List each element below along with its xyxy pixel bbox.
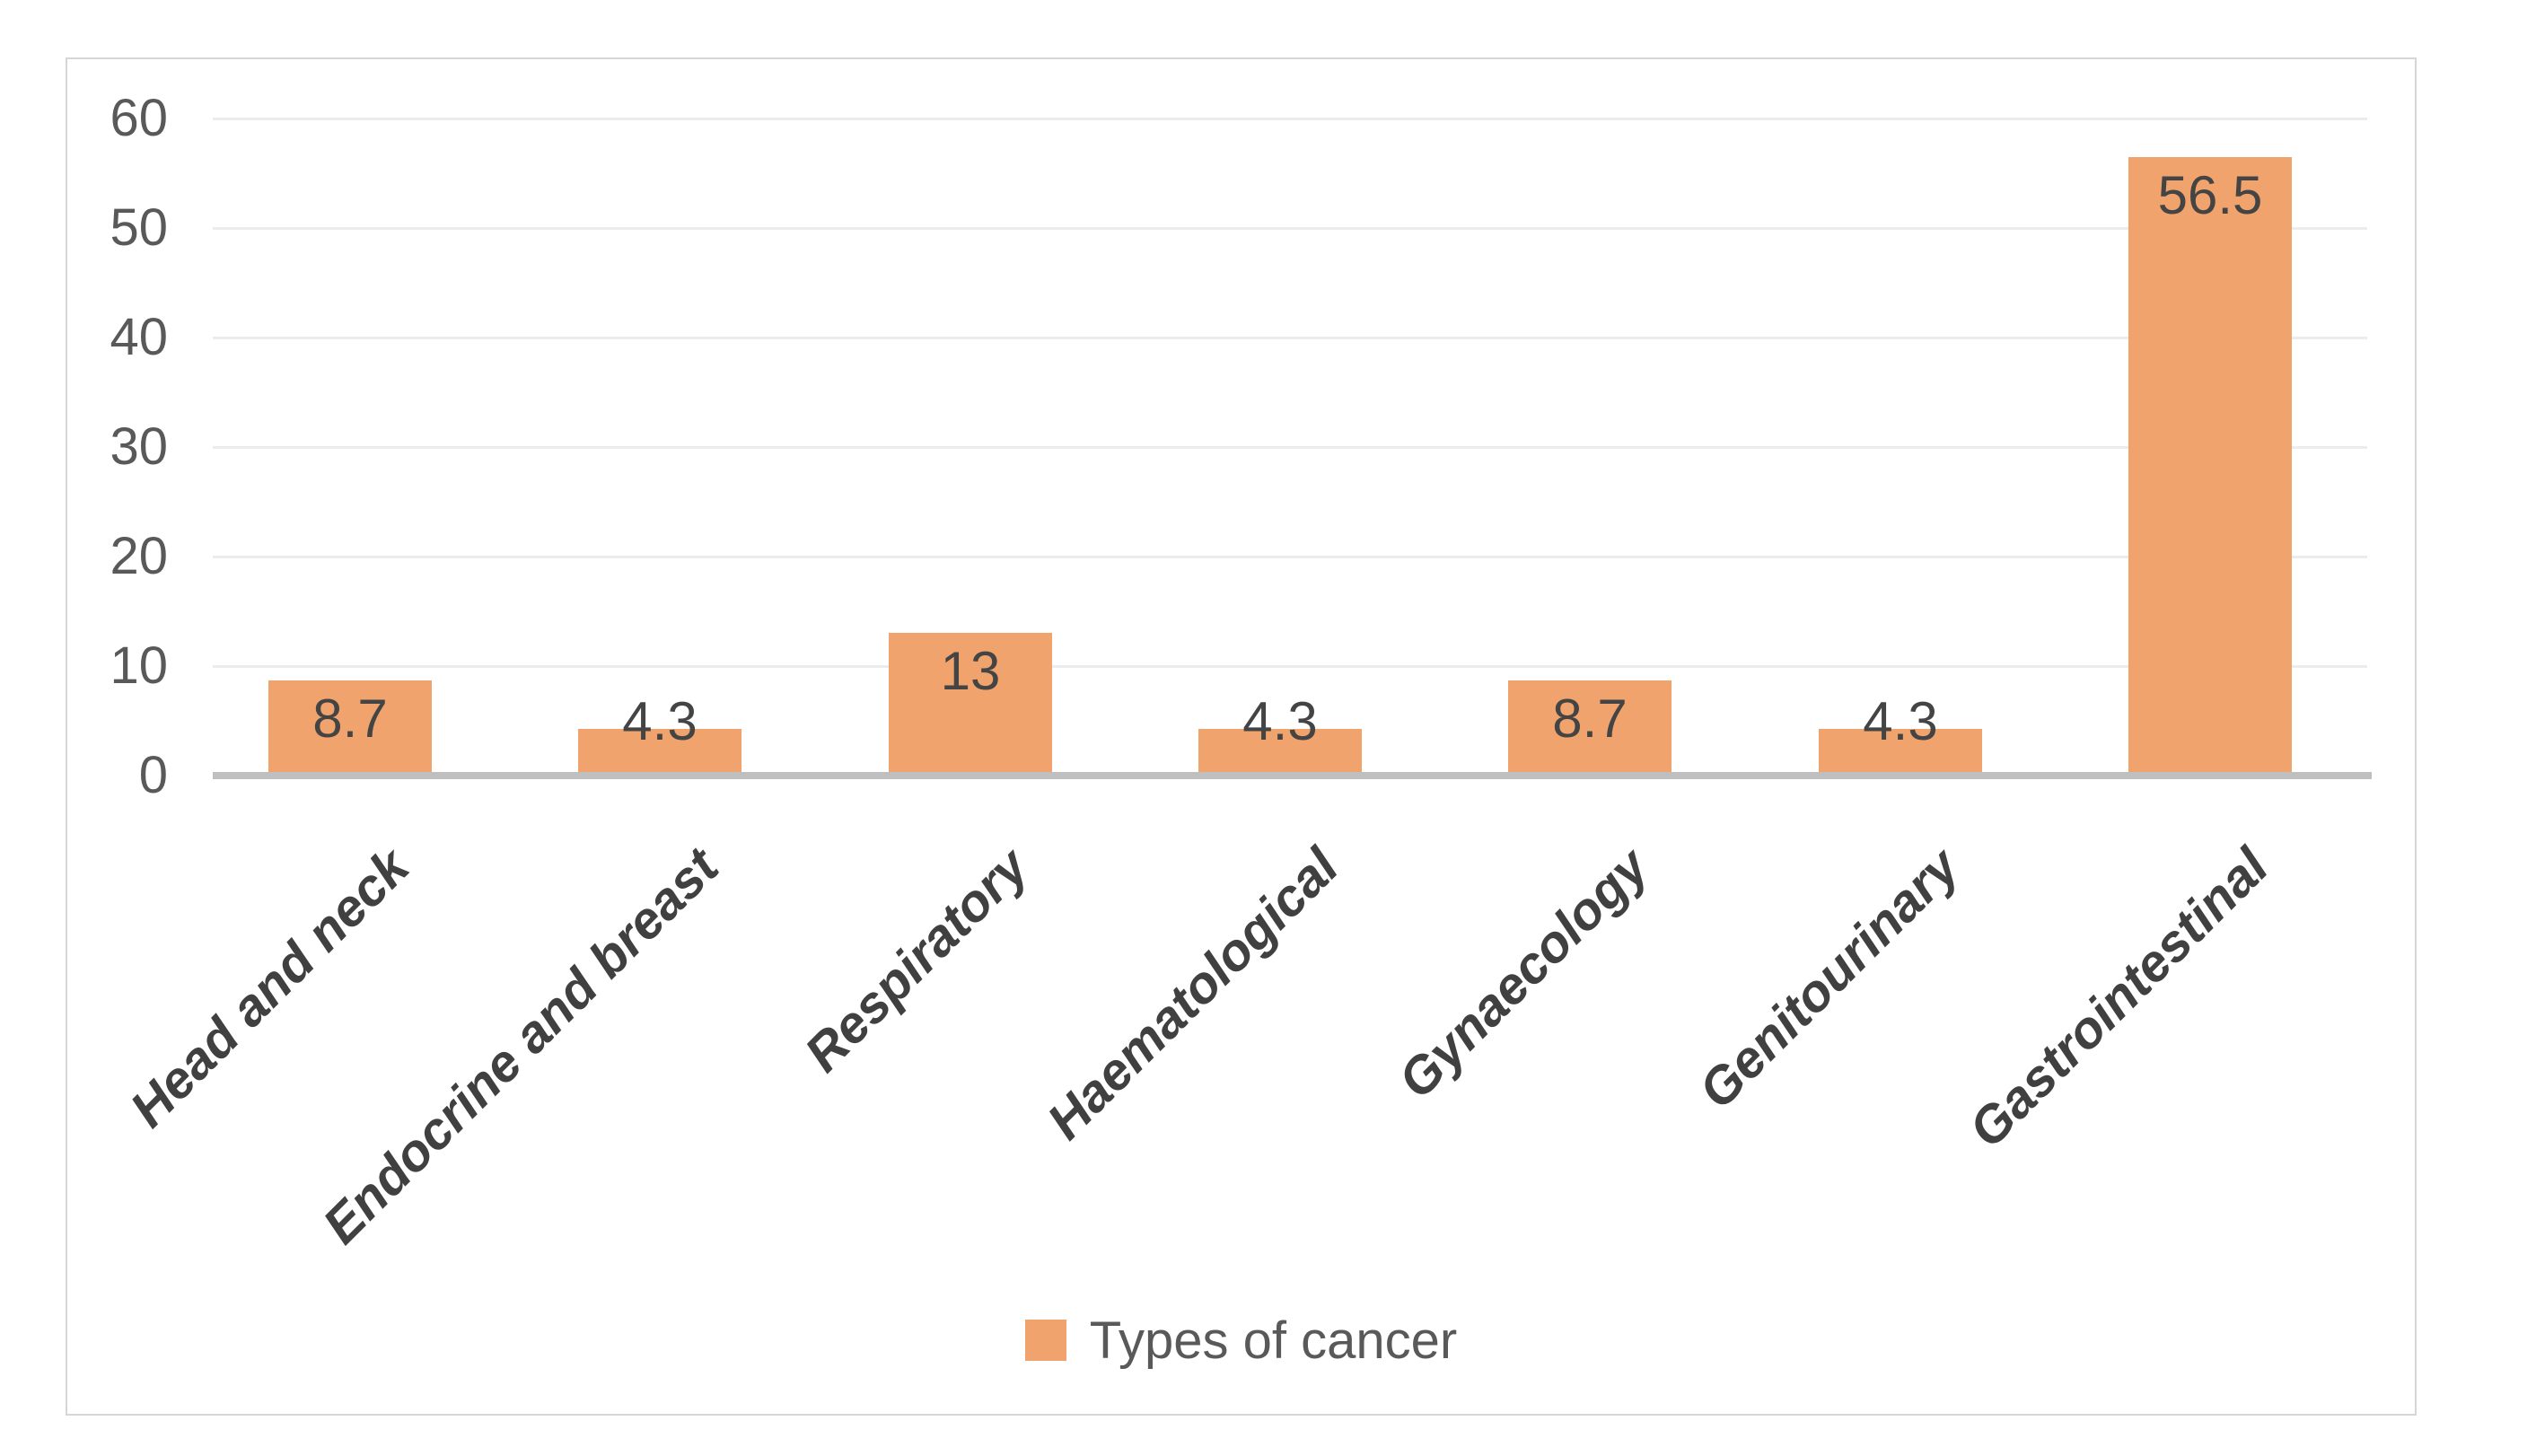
x-axis-line [213,772,2372,779]
x-axis-label-haematological: Haematological [1036,837,1350,1151]
chart-area: 0 10 20 30 40 50 60 8.7 4.3 13 4.3 8.7 4.3 56.5 Head… [66,57,2417,1416]
y-tick-label-50: 50 [110,198,168,257]
bar-value-label: 4.3 [1863,691,1938,751]
y-tick-label-30: 30 [110,417,168,476]
gridline-10 [213,665,2367,668]
bar-haematological: 4.3 [1198,692,1362,776]
bar-value-label: 56.5 [2157,165,2263,225]
bar-respiratory: 13 [889,633,1052,776]
bar-endocrine-and-breast: 4.3 [578,692,741,776]
bar-gynaecology: 8.7 [1508,680,1672,776]
bar-value-label: 13 [940,641,1001,701]
y-tick-label-0: 0 [138,746,168,804]
bar-gastrointestinal: 56.5 [2128,157,2292,776]
x-axis-label-gynaecology: Gynaecology [1387,837,1660,1110]
x-axis-label-respiratory: Respiratory [793,837,1040,1083]
legend: Types of cancer [67,1300,2415,1381]
y-tick-label-60: 60 [110,89,168,147]
gridline-20 [213,556,2367,558]
gridline-30 [213,446,2367,449]
x-axis-label-genitourinary: Genitourinary [1687,837,1970,1120]
bar-value-label: 4.3 [1242,691,1318,751]
bar-head-and-neck: 8.7 [268,680,432,776]
bar-genitourinary: 4.3 [1819,692,1982,776]
gridline-50 [213,227,2367,230]
bar-value-label: 8.7 [312,689,388,749]
x-axis-label-gastrointestinal: Gastrointestinal [1958,837,2280,1159]
bar-value-label: 8.7 [1552,689,1628,749]
x-axis-label-head-and-neck: Head and neck [118,837,420,1139]
gridline-40 [213,337,2367,339]
legend-swatch-icon [1024,1320,1066,1361]
bar-value-label: 4.3 [622,691,698,751]
y-tick-label-20: 20 [110,527,168,585]
legend-series-label: Types of cancer [1089,1311,1458,1370]
y-tick-label-40: 40 [110,308,168,366]
y-tick-label-10: 10 [110,636,168,695]
gridline-60 [213,118,2367,120]
